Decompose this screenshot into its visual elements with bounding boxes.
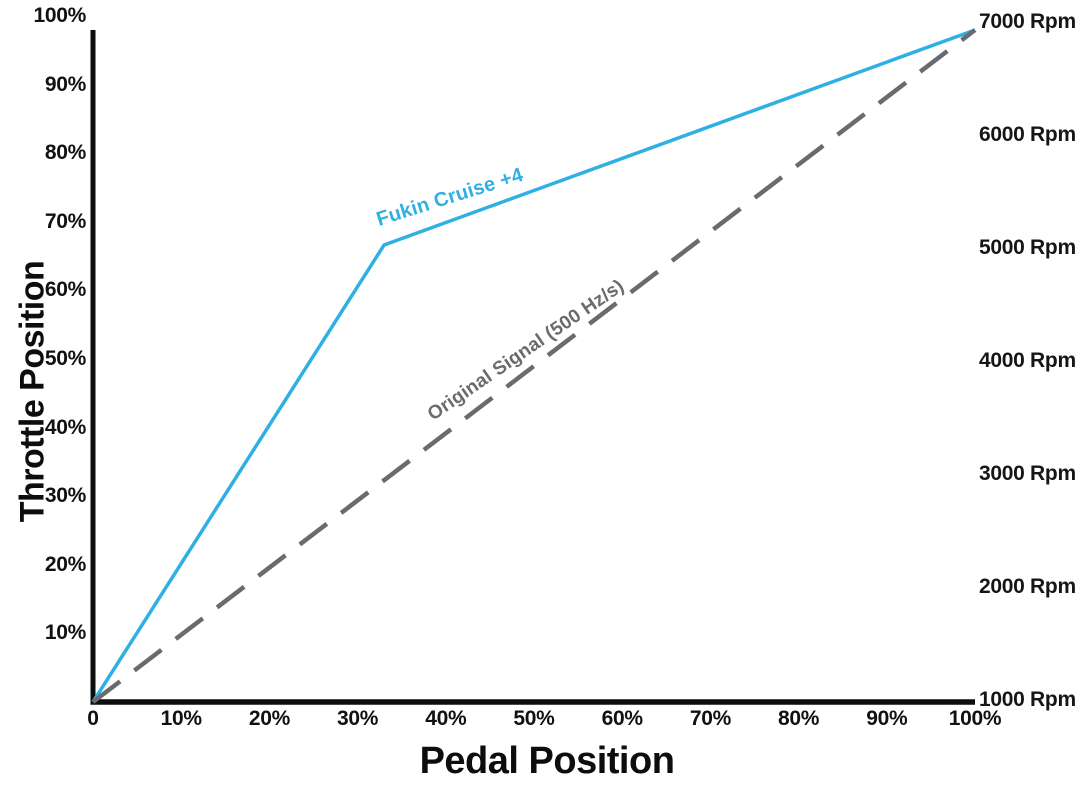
y-axis-title: Throttle Position <box>13 260 52 523</box>
x-axis-title: Pedal Position <box>419 740 675 782</box>
series-line-original <box>91 28 977 704</box>
original-series-label: Original Signal (500 Hz/s) <box>424 276 628 425</box>
series-line-cruise <box>91 28 976 703</box>
